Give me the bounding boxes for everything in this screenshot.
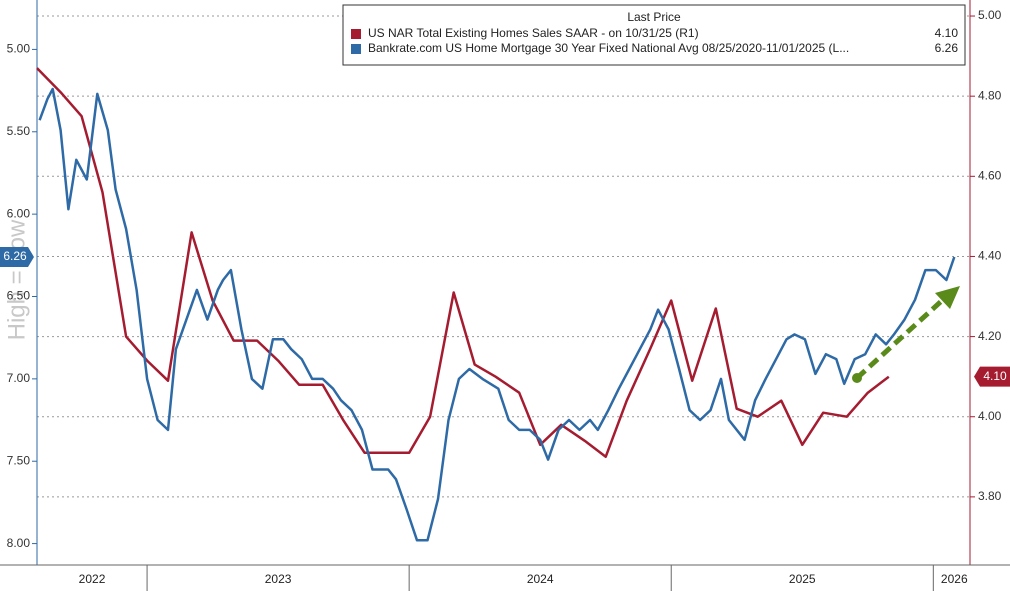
- legend-swatch: [351, 44, 361, 54]
- x-tick-label: 2024: [527, 572, 554, 586]
- y2-tick-label: 4.40: [978, 249, 1002, 263]
- y2-tick-label: 4.80: [978, 88, 1002, 102]
- legend-label: US NAR Total Existing Homes Sales SAAR -…: [368, 26, 699, 40]
- y2-tick-label: 4.20: [978, 329, 1002, 343]
- series-line: [36, 67, 890, 459]
- series-line: [38, 87, 956, 542]
- x-tick-label: 2026: [941, 572, 968, 586]
- y-tick-label: 6.50: [7, 289, 31, 303]
- x-tick-label: 2025: [789, 572, 816, 586]
- y2-tick-label: 4.00: [978, 409, 1002, 423]
- arrow-start: [852, 373, 862, 383]
- arrow-head: [935, 286, 960, 309]
- y2-tick-label: 3.80: [978, 489, 1002, 503]
- legend-title: Last Price: [627, 10, 681, 24]
- y-tick-label: 7.50: [7, 453, 31, 467]
- y2-tick-label: 4.60: [978, 168, 1002, 182]
- legend-value: 6.26: [935, 41, 959, 55]
- last-value-label: 6.26: [3, 249, 27, 263]
- trend-arrow: [852, 286, 960, 383]
- last-value-badge: [974, 366, 1010, 387]
- last-value-badge: [0, 246, 34, 267]
- y2-tick-label: 5.00: [978, 8, 1002, 22]
- y-tick-label: 7.00: [7, 371, 31, 385]
- legend-box: [342, 4, 966, 66]
- last-value-label: 4.10: [983, 369, 1007, 383]
- y-tick-label: 6.00: [7, 206, 31, 220]
- x-tick-label: 2022: [79, 572, 106, 586]
- legend-label: Bankrate.com US Home Mortgage 30 Year Fi…: [368, 41, 849, 55]
- arrow-shaft: [855, 294, 949, 380]
- y-tick-label: 8.00: [7, 536, 31, 550]
- watermark: High = Low: [3, 219, 30, 340]
- x-tick-label: 2023: [265, 572, 292, 586]
- y-tick-label: 5.00: [7, 42, 31, 56]
- legend-swatch: [351, 29, 361, 39]
- legend: Last Price US NAR Total Existing Homes S…: [342, 4, 966, 66]
- legend-value: 4.10: [935, 26, 959, 40]
- y-tick-label: 5.50: [7, 124, 31, 138]
